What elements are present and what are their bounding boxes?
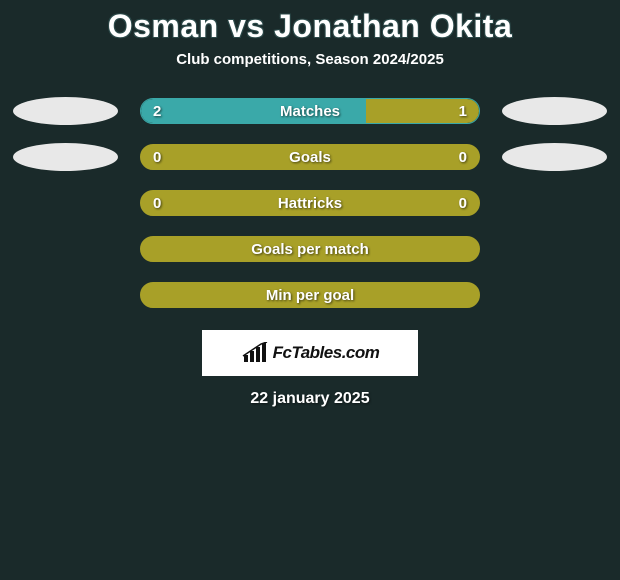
player-avatar-right bbox=[502, 97, 607, 125]
comparison-card: Osman vs Jonathan Okita Club competition… bbox=[0, 0, 620, 408]
stat-row: 00Goals bbox=[0, 140, 620, 174]
stat-label: Matches bbox=[141, 103, 479, 120]
stat-bar: 21Matches bbox=[140, 98, 480, 124]
chart-icon bbox=[241, 342, 269, 364]
stat-label: Goals bbox=[141, 149, 479, 166]
stat-row: 21Matches bbox=[0, 94, 620, 128]
stat-bar: Goals per match bbox=[140, 236, 480, 262]
logo-text: FcTables.com bbox=[273, 343, 380, 363]
stat-label: Goals per match bbox=[141, 241, 479, 258]
stat-label: Hattricks bbox=[141, 195, 479, 212]
stat-bar: 00Goals bbox=[140, 144, 480, 170]
stat-row: Goals per match bbox=[0, 232, 620, 266]
player-avatar-left bbox=[13, 97, 118, 125]
player-avatar-right bbox=[502, 143, 607, 171]
stat-row: Min per goal bbox=[0, 278, 620, 312]
date-label: 22 january 2025 bbox=[0, 390, 620, 408]
stat-row: 00Hattricks bbox=[0, 186, 620, 220]
page-title: Osman vs Jonathan Okita bbox=[0, 8, 620, 45]
subtitle: Club competitions, Season 2024/2025 bbox=[0, 51, 620, 68]
stat-bar: 00Hattricks bbox=[140, 190, 480, 216]
logo-box[interactable]: FcTables.com bbox=[202, 330, 418, 376]
stat-rows: 21Matches 00Goals 00Hattricks Goals per mat… bbox=[0, 94, 620, 312]
stat-bar: Min per goal bbox=[140, 282, 480, 308]
stat-label: Min per goal bbox=[141, 287, 479, 304]
player-avatar-left bbox=[13, 143, 118, 171]
